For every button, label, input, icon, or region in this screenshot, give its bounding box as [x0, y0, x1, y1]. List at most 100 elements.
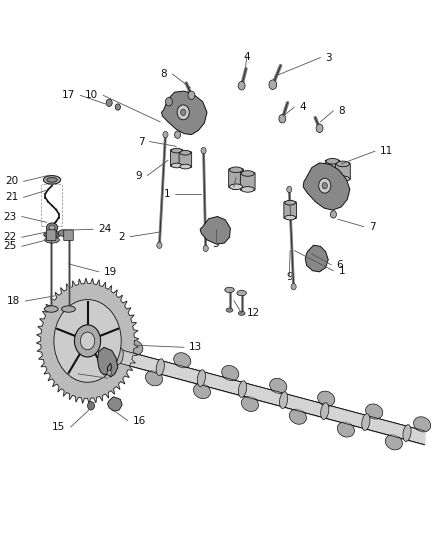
Text: 2: 2: [118, 232, 125, 242]
Text: 19: 19: [104, 267, 117, 277]
Ellipse shape: [238, 381, 247, 398]
Ellipse shape: [403, 425, 411, 441]
Ellipse shape: [385, 434, 403, 450]
Text: 4: 4: [244, 52, 250, 61]
Circle shape: [88, 401, 95, 410]
Circle shape: [107, 370, 111, 375]
Circle shape: [157, 242, 162, 248]
Ellipse shape: [413, 417, 431, 432]
Circle shape: [180, 109, 186, 116]
Ellipse shape: [194, 383, 211, 399]
Polygon shape: [162, 91, 207, 135]
Text: 5: 5: [212, 239, 219, 248]
Ellipse shape: [225, 287, 234, 293]
Circle shape: [322, 182, 327, 189]
Polygon shape: [200, 216, 230, 244]
Circle shape: [269, 80, 277, 90]
Ellipse shape: [58, 230, 67, 236]
Ellipse shape: [241, 187, 254, 192]
Ellipse shape: [44, 231, 60, 238]
Circle shape: [80, 332, 95, 350]
Text: 13: 13: [189, 342, 202, 352]
Circle shape: [330, 211, 336, 218]
Text: 1: 1: [339, 266, 345, 276]
Text: 15: 15: [52, 422, 65, 432]
Ellipse shape: [47, 232, 57, 237]
Circle shape: [54, 300, 121, 382]
Circle shape: [106, 99, 112, 107]
Ellipse shape: [336, 176, 350, 182]
Text: 7: 7: [138, 136, 144, 147]
Circle shape: [201, 148, 206, 154]
Ellipse shape: [197, 370, 205, 386]
FancyBboxPatch shape: [64, 230, 73, 240]
Polygon shape: [98, 348, 118, 377]
Ellipse shape: [65, 235, 72, 239]
Circle shape: [316, 124, 323, 133]
Ellipse shape: [230, 167, 243, 173]
FancyBboxPatch shape: [336, 163, 350, 180]
Ellipse shape: [43, 175, 61, 184]
Polygon shape: [305, 245, 328, 272]
Circle shape: [74, 325, 101, 357]
Ellipse shape: [290, 409, 307, 424]
Circle shape: [163, 132, 168, 138]
Ellipse shape: [49, 225, 55, 230]
Text: 6: 6: [336, 260, 343, 270]
Text: 25: 25: [4, 241, 17, 251]
Polygon shape: [303, 163, 350, 210]
Ellipse shape: [230, 184, 243, 190]
Text: 17: 17: [62, 90, 75, 100]
Circle shape: [238, 82, 245, 90]
Ellipse shape: [171, 163, 182, 168]
Ellipse shape: [115, 348, 123, 365]
Text: 10: 10: [85, 90, 98, 100]
Text: 7: 7: [369, 222, 375, 232]
Text: 18: 18: [7, 296, 20, 306]
Text: 9: 9: [135, 171, 142, 181]
Text: 20: 20: [5, 176, 18, 187]
Ellipse shape: [145, 370, 162, 386]
Ellipse shape: [336, 161, 350, 167]
Ellipse shape: [279, 392, 288, 408]
Circle shape: [188, 91, 195, 100]
Ellipse shape: [44, 306, 58, 312]
Ellipse shape: [337, 422, 354, 437]
FancyBboxPatch shape: [240, 172, 255, 190]
Text: 24: 24: [99, 224, 112, 235]
FancyBboxPatch shape: [284, 201, 297, 219]
FancyBboxPatch shape: [229, 168, 244, 188]
Text: 3: 3: [325, 53, 332, 62]
Circle shape: [175, 131, 180, 139]
Ellipse shape: [171, 148, 182, 153]
Circle shape: [177, 105, 189, 120]
Ellipse shape: [46, 223, 58, 232]
Text: 9: 9: [286, 272, 293, 282]
Ellipse shape: [180, 164, 191, 169]
Ellipse shape: [362, 414, 370, 431]
Circle shape: [286, 186, 292, 192]
Ellipse shape: [238, 311, 245, 316]
Ellipse shape: [241, 396, 258, 411]
Ellipse shape: [237, 290, 247, 296]
Ellipse shape: [285, 215, 296, 220]
Ellipse shape: [180, 150, 191, 155]
Circle shape: [319, 178, 331, 193]
Ellipse shape: [156, 359, 164, 376]
Ellipse shape: [126, 340, 143, 355]
Text: 6: 6: [230, 182, 237, 192]
Circle shape: [203, 245, 208, 252]
Text: 8: 8: [339, 106, 345, 116]
Polygon shape: [107, 397, 122, 411]
Ellipse shape: [174, 353, 191, 368]
Ellipse shape: [366, 404, 383, 419]
Ellipse shape: [45, 237, 60, 243]
Circle shape: [166, 98, 173, 106]
Ellipse shape: [226, 308, 233, 312]
Ellipse shape: [326, 158, 339, 164]
Ellipse shape: [62, 306, 75, 312]
FancyBboxPatch shape: [46, 230, 56, 240]
Ellipse shape: [270, 378, 287, 393]
Ellipse shape: [285, 200, 296, 205]
Text: 1: 1: [164, 189, 170, 199]
